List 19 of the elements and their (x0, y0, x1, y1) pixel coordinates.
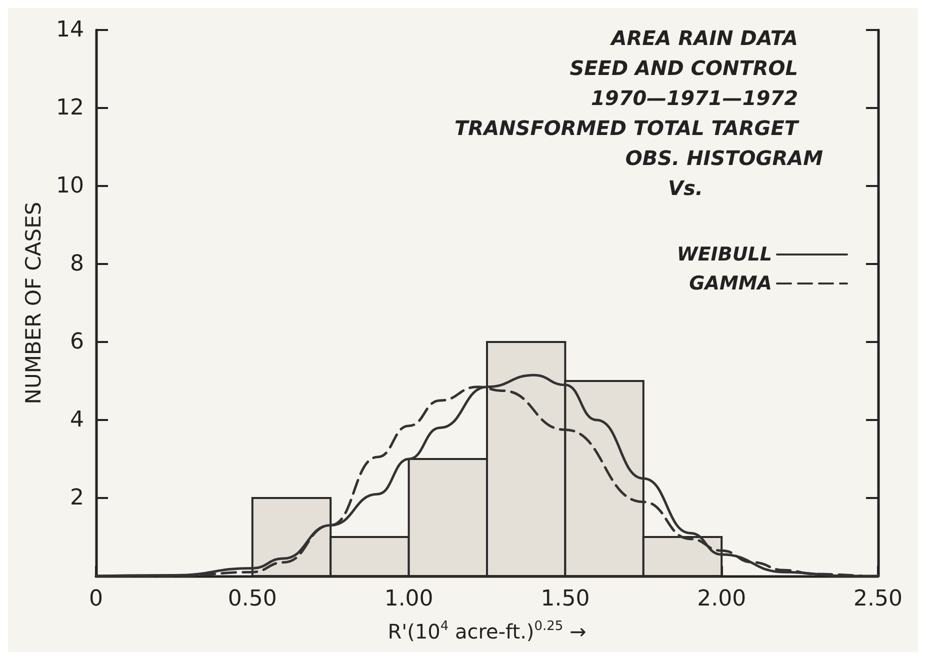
y-axis-title: NUMBER OF CASES (22, 202, 46, 404)
x-tick-label: 2.50 (854, 586, 902, 612)
y-tick-label: 8 (70, 252, 84, 276)
y-tick-label: 6 (70, 330, 84, 354)
annotation: OBS. HISTOGRAM (625, 146, 824, 170)
x-tick-label: 2.00 (697, 586, 746, 612)
y-tick-label: 10 (56, 174, 84, 198)
x-tick-label: 0.50 (228, 586, 277, 612)
legend-label: WEIBULL (676, 244, 772, 266)
legend-label: GAMMA (689, 272, 772, 294)
x-tick-label: 0 (89, 586, 103, 612)
text: AREA RAIN DATA SEED AND CONTROL 1970—1971—1972 TRANSFORMED TOTAL TARGET (454, 26, 800, 140)
y-tick-label: 4 (70, 408, 84, 432)
y-tick-label: 12 (56, 96, 84, 120)
y-tick-label: 14 (56, 18, 84, 42)
x-tick-label: 1.50 (540, 586, 590, 612)
x-tick-label: 1.00 (384, 586, 434, 612)
y-tick-label: 2 (70, 486, 84, 510)
annotation: Vs. (668, 176, 703, 200)
